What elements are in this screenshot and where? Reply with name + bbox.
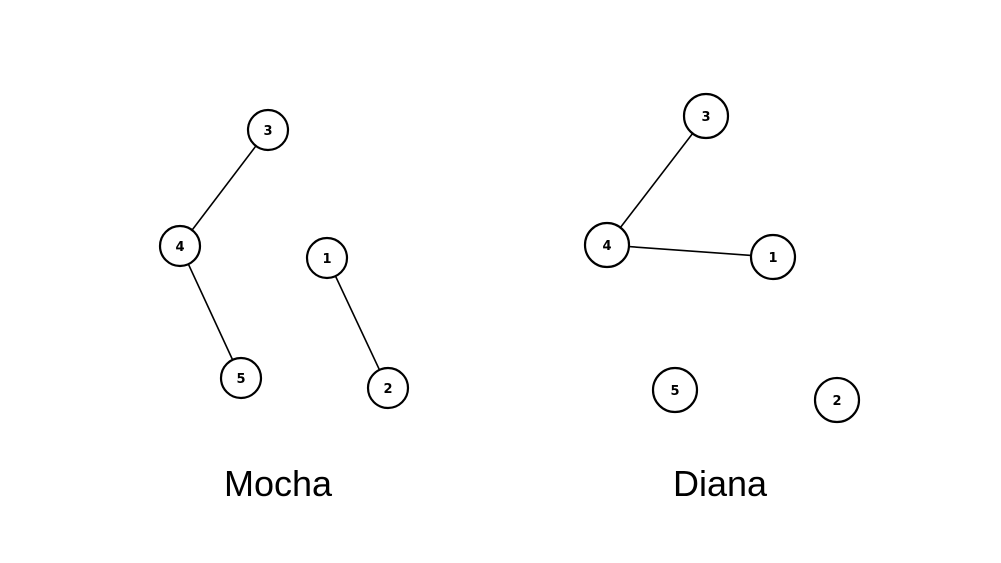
node-circle	[583, 221, 631, 269]
node-label: 4	[602, 239, 611, 254]
node-label: 1	[322, 252, 331, 267]
node-mocha-4: 4	[158, 224, 202, 268]
node-diana-3: 3	[682, 92, 730, 140]
node-label: 1	[768, 251, 777, 266]
node-mocha-2: 2	[366, 366, 410, 410]
edge-diana-3-4	[606, 115, 707, 246]
graph-mocha: 3 4 5 1 2	[158, 108, 410, 410]
node-diana-1: 1	[749, 233, 797, 281]
node-label: 5	[236, 372, 245, 387]
node-label: 4	[175, 240, 184, 255]
node-mocha-1: 1	[305, 236, 349, 280]
node-diana-5: 5	[651, 366, 699, 414]
node-label: 3	[701, 110, 710, 125]
graph-diana: 3 4 1 5 2	[583, 92, 861, 424]
node-circle	[246, 108, 290, 152]
node-circle	[219, 356, 263, 400]
node-label: 5	[670, 384, 679, 399]
node-mocha-3: 3	[246, 108, 290, 152]
edge-mocha-3-4	[179, 129, 269, 247]
node-circle	[682, 92, 730, 140]
edge-mocha-4-5	[179, 245, 242, 379]
node-circle	[158, 224, 202, 268]
edge-mocha-1-2	[326, 257, 389, 389]
node-label: 3	[263, 124, 272, 139]
graph-caption-mocha: Mocha	[224, 463, 333, 504]
graph-caption-diana: Diana	[673, 463, 768, 504]
node-diana-4: 4	[583, 221, 631, 269]
node-circle	[813, 376, 861, 424]
edge-diana-4-1	[606, 244, 774, 258]
node-label: 2	[832, 394, 841, 409]
node-circle	[305, 236, 349, 280]
node-circle	[366, 366, 410, 410]
node-circle	[651, 366, 699, 414]
node-diana-2: 2	[813, 376, 861, 424]
node-label: 2	[383, 382, 392, 397]
node-circle	[749, 233, 797, 281]
node-mocha-5: 5	[219, 356, 263, 400]
